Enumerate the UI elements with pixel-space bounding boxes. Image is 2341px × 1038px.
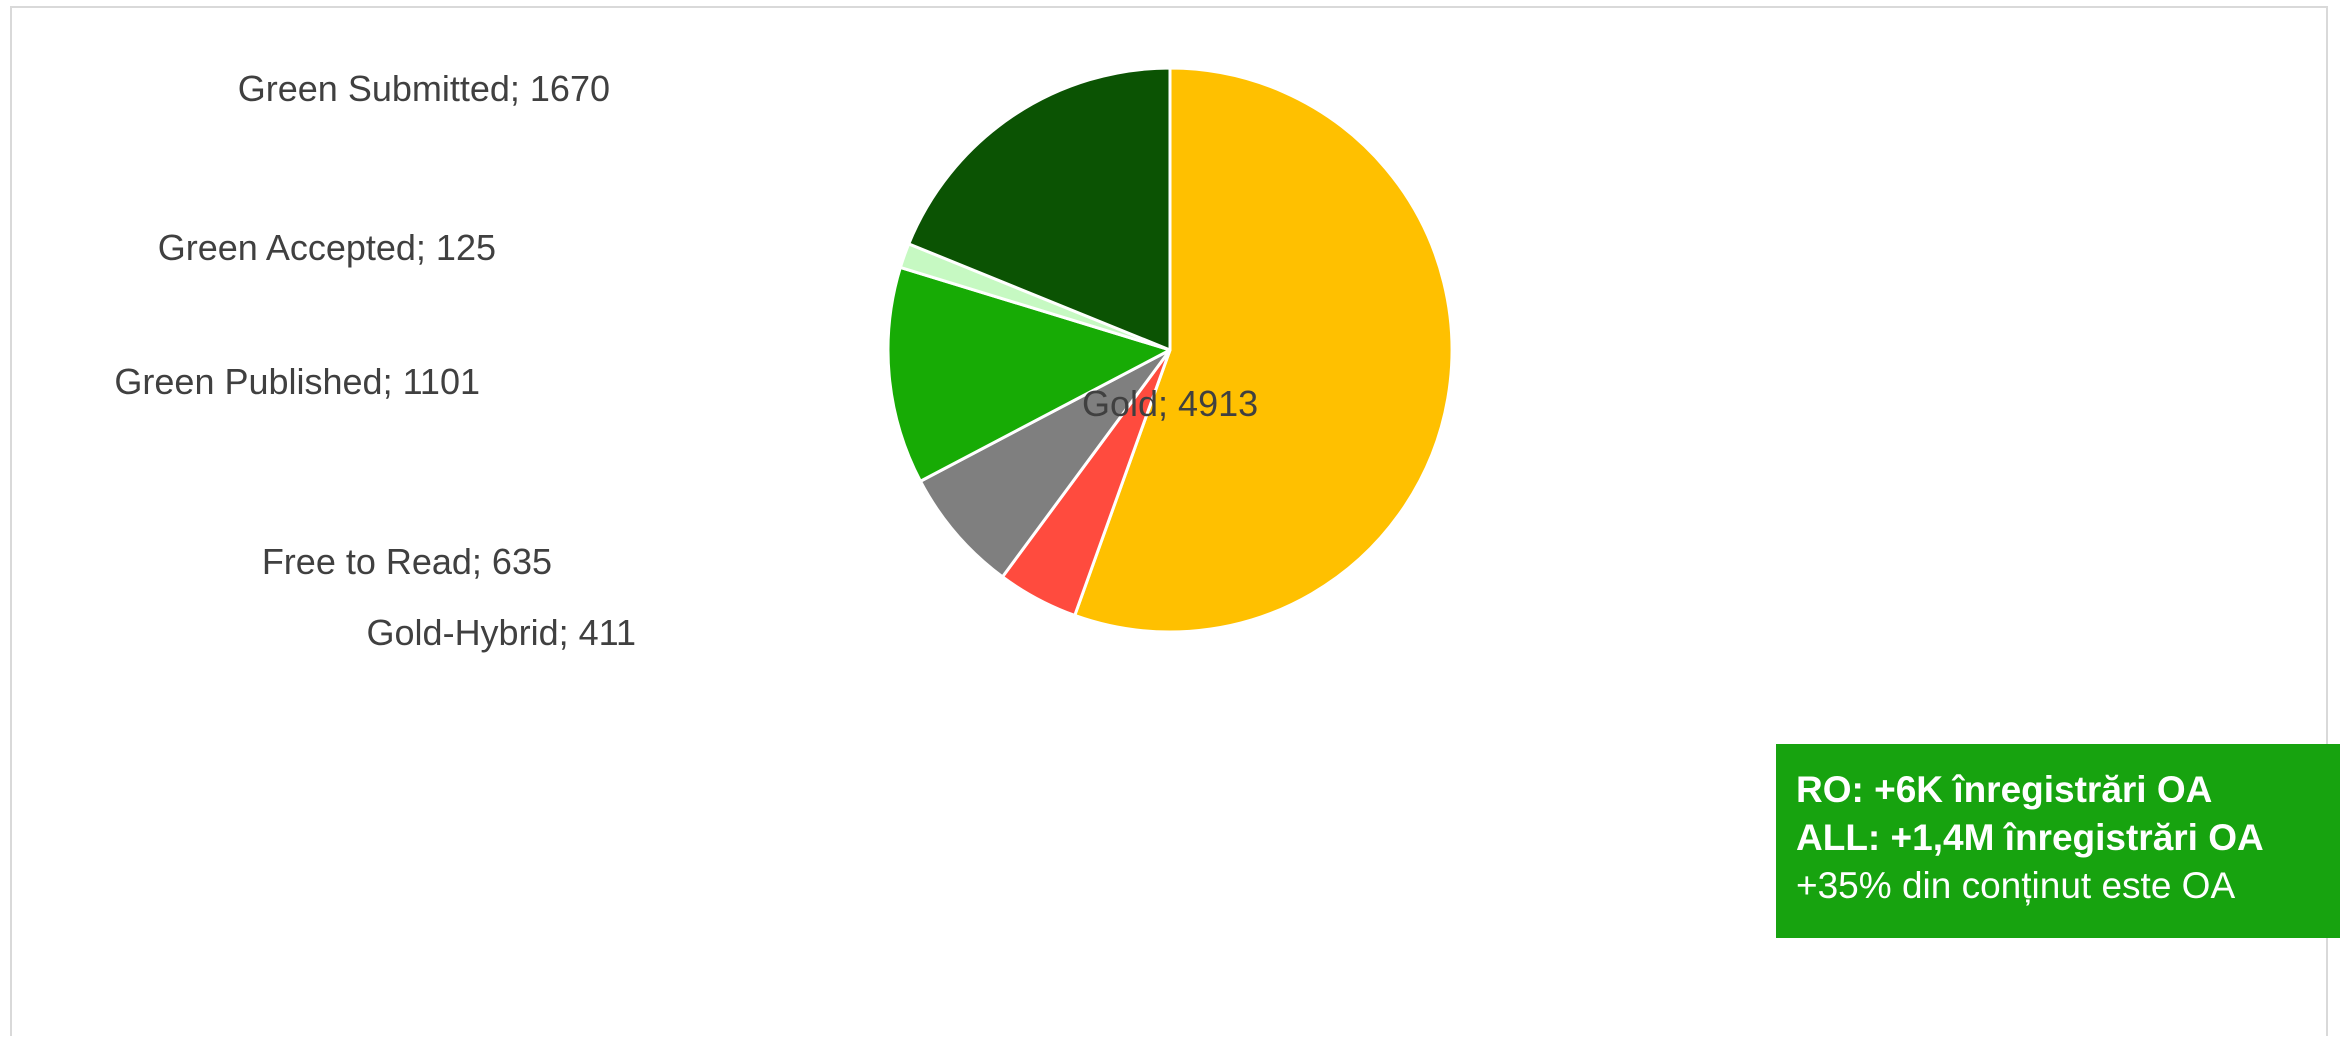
callout-line-share: +35% din conținut este OA: [1796, 865, 2236, 906]
data-label-green-submitted: Green Submitted; 1670: [238, 68, 610, 109]
pie-slice-free-to-read: [918, 348, 1172, 579]
callout-line-all: ALL: +1,4M înregistrări OA: [1796, 817, 2264, 858]
data-label-gold: Gold; 4913: [1082, 383, 1258, 424]
pie-chart: Gold; 4913 Gold-Hybrid; 411 Free to Read; …: [114, 66, 1454, 653]
data-label-gold-hybrid: Gold-Hybrid; 411: [367, 612, 636, 653]
pie-slice-gold: [1073, 66, 1454, 634]
callout-line-ro: RO: +6K înregistrări OA: [1796, 769, 2213, 810]
pie-slice-green-published: [886, 265, 1172, 483]
data-label-free-to-read: Free to Read; 635: [262, 541, 552, 582]
pie-labels: Gold; 4913 Gold-Hybrid; 411 Free to Read; …: [114, 68, 1258, 653]
pie-slices: [886, 66, 1454, 634]
pie-slice-green-submitted: [907, 66, 1172, 352]
chart-area: Gold; 4913 Gold-Hybrid; 411 Free to Read; …: [10, 6, 2340, 1036]
data-label-green-published: Green Published; 1101: [114, 361, 480, 402]
summary-callout: RO: +6K înregistrări OA ALL: +1,4M înreg…: [1776, 744, 2340, 938]
data-label-green-accepted: Green Accepted; 125: [158, 227, 496, 268]
